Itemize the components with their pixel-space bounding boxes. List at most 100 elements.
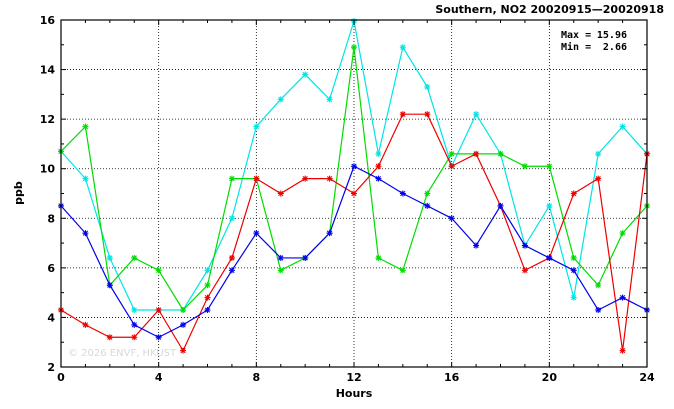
data-point xyxy=(521,242,528,249)
data-point xyxy=(570,267,577,274)
data-point xyxy=(570,254,577,261)
data-point xyxy=(204,282,211,289)
data-point xyxy=(351,163,357,170)
y-axis-title: ppb xyxy=(12,181,25,205)
data-point xyxy=(155,306,162,313)
data-point xyxy=(277,267,284,274)
data-point xyxy=(424,202,431,209)
data-point xyxy=(546,254,553,261)
data-point xyxy=(277,254,284,261)
data-point xyxy=(619,294,626,301)
data-point xyxy=(399,190,406,197)
data-point xyxy=(326,96,333,103)
data-point xyxy=(619,230,626,237)
data-point xyxy=(448,215,455,222)
data-point xyxy=(351,44,357,51)
data-point xyxy=(595,150,602,157)
data-point xyxy=(619,347,626,354)
data-point xyxy=(497,150,504,157)
data-point xyxy=(131,306,138,313)
watermark: © 2026 ENVF, HKUST xyxy=(68,348,177,359)
data-point xyxy=(228,254,235,261)
data-point xyxy=(570,294,577,301)
x-axis-title: Hours xyxy=(336,387,373,400)
data-point xyxy=(595,282,602,289)
data-point xyxy=(351,190,357,197)
data-point xyxy=(253,123,260,130)
x-tick-label: 0 xyxy=(57,371,65,384)
data-point xyxy=(375,254,382,261)
data-point xyxy=(82,230,89,237)
x-tick-label: 16 xyxy=(444,371,460,384)
x-tick-label: 8 xyxy=(253,371,261,384)
data-point xyxy=(180,306,187,313)
data-point xyxy=(82,123,89,130)
data-point xyxy=(82,175,89,182)
data-point xyxy=(131,334,138,341)
data-point xyxy=(375,150,382,157)
x-tick-label: 12 xyxy=(346,371,361,384)
y-tick-label: 12 xyxy=(40,113,55,126)
data-point xyxy=(180,321,187,328)
data-point xyxy=(204,267,211,274)
data-point xyxy=(448,150,455,157)
x-tick-label: 20 xyxy=(542,371,558,384)
data-point xyxy=(375,163,382,170)
data-point xyxy=(424,111,431,118)
chart-title: Southern, NO2 20020915—20020918 xyxy=(435,3,664,16)
data-point xyxy=(424,83,431,90)
data-point xyxy=(302,71,309,78)
data-point xyxy=(424,190,431,197)
x-tick-label: 24 xyxy=(639,371,655,384)
y-tick-label: 8 xyxy=(47,212,55,225)
data-point xyxy=(277,190,284,197)
data-point xyxy=(375,175,382,182)
data-point xyxy=(106,334,113,341)
max-label: Max = xyxy=(561,30,591,41)
y-tick-label: 10 xyxy=(40,163,56,176)
data-point xyxy=(228,215,235,222)
min-value: 2.66 xyxy=(603,42,627,53)
y-tick-label: 4 xyxy=(47,311,55,324)
data-point xyxy=(399,44,406,51)
data-point xyxy=(302,254,309,261)
data-point xyxy=(595,175,602,182)
data-point xyxy=(448,163,455,170)
data-point xyxy=(521,267,528,274)
data-point xyxy=(399,111,406,118)
data-point xyxy=(473,111,480,118)
data-point xyxy=(106,254,113,261)
data-point xyxy=(546,163,553,170)
data-point xyxy=(277,96,284,103)
data-point xyxy=(399,267,406,274)
data-point xyxy=(473,242,480,249)
data-point xyxy=(326,175,333,182)
data-point xyxy=(570,190,577,197)
y-tick-label: 16 xyxy=(40,14,56,27)
data-point xyxy=(546,202,553,209)
y-tick-label: 14 xyxy=(40,64,56,77)
data-point xyxy=(302,175,309,182)
data-point xyxy=(497,202,504,209)
data-point xyxy=(473,150,480,157)
max-value: 15.96 xyxy=(597,30,627,41)
data-point xyxy=(326,230,333,237)
data-point xyxy=(131,254,138,261)
data-point xyxy=(228,175,235,182)
data-point xyxy=(204,306,211,313)
data-point xyxy=(155,334,162,341)
data-point xyxy=(619,123,626,130)
data-point xyxy=(155,267,162,274)
data-point xyxy=(131,321,138,328)
data-point xyxy=(106,282,113,289)
data-point xyxy=(595,306,602,313)
y-tick-label: 2 xyxy=(47,361,55,374)
data-point xyxy=(521,163,528,170)
data-point xyxy=(180,347,187,354)
data-point xyxy=(204,294,211,301)
min-label: Min = xyxy=(561,41,591,53)
data-point xyxy=(253,175,260,182)
data-point xyxy=(228,267,235,274)
data-point xyxy=(253,230,260,237)
